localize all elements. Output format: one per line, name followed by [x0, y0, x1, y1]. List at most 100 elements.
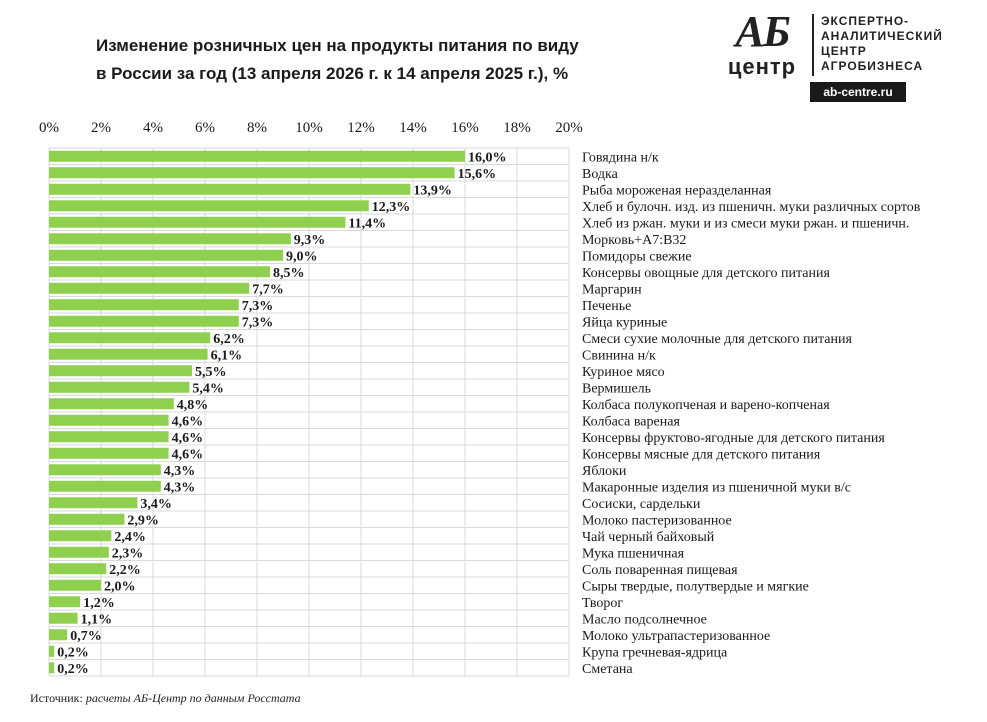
- data-label: 15,6%: [458, 167, 497, 182]
- data-label: 9,0%: [286, 249, 318, 264]
- x-tick-label: 6%: [195, 120, 215, 136]
- source-note: Источник: расчеты АБ-Центр по данным Рос…: [30, 691, 301, 706]
- data-label: 4,3%: [164, 464, 196, 479]
- bar: [49, 183, 411, 195]
- category-label: Смеси сухие молочные для детского питани…: [582, 332, 852, 347]
- data-label: 1,2%: [83, 596, 115, 611]
- data-label: 4,6%: [172, 414, 204, 429]
- x-tick-label: 12%: [347, 120, 375, 136]
- data-label: 5,5%: [195, 365, 227, 380]
- x-tick-label: 20%: [555, 120, 583, 136]
- category-label: Свинина н/к: [582, 348, 656, 363]
- bar: [49, 662, 55, 674]
- data-label: 0,2%: [57, 645, 88, 660]
- bar: [49, 546, 109, 558]
- category-label: Консервы фруктово-ягодные для детского п…: [582, 431, 885, 446]
- category-label: Соль поваренная пищевая: [582, 563, 738, 578]
- category-label: Говядина н/к: [582, 150, 659, 165]
- category-label: Консервы мясные для детского питания: [582, 447, 821, 462]
- category-label: Макаронные изделия из пшеничной муки в/с: [582, 480, 851, 495]
- x-tick-label: 10%: [295, 120, 323, 136]
- category-label: Яйца куриные: [582, 315, 667, 330]
- data-label: 3,4%: [140, 497, 172, 512]
- data-label: 0,2%: [57, 662, 88, 677]
- category-label: Колбаса полукопченая и варено-копченая: [582, 398, 830, 413]
- bar: [49, 216, 346, 228]
- category-label: Водка: [582, 167, 619, 182]
- bar: [49, 497, 138, 509]
- bar: [49, 200, 369, 212]
- logo-text-line-4: АГРОБИЗНЕСА: [821, 59, 924, 73]
- logo-text-line-2: АНАЛИТИЧЕСКИЙ: [821, 29, 943, 43]
- data-label: 6,2%: [213, 332, 245, 347]
- data-label: 2,4%: [114, 530, 145, 545]
- source-text: расчеты АБ-Центр по данным Росстата: [85, 691, 301, 705]
- category-label: Печенье: [582, 299, 631, 314]
- category-label: Крупа гречневая-ядрица: [582, 645, 728, 660]
- bar: [49, 629, 68, 641]
- bar: [49, 348, 208, 360]
- category-label: Хлеб и булочн. изд. из пшеничн. муки раз…: [582, 200, 921, 215]
- data-label: 7,3%: [242, 315, 273, 330]
- logo-mark-bottom: центр: [727, 54, 797, 79]
- bar: [49, 150, 465, 162]
- source-prefix: Источник:: [30, 691, 83, 705]
- data-label: 12,3%: [372, 200, 411, 215]
- category-label: Вермишель: [582, 381, 651, 396]
- bar: [49, 464, 161, 476]
- bar: [49, 579, 101, 591]
- x-tick-label: 14%: [399, 120, 427, 136]
- category-label: Сыры твердые, полутвердые и мягкие: [582, 579, 809, 594]
- category-label: Хлеб из ржан. муки и из смеси муки ржан.…: [582, 216, 909, 231]
- bar: [49, 167, 455, 179]
- bar: [49, 282, 250, 294]
- bar: [49, 596, 81, 608]
- data-label: 6,1%: [211, 348, 243, 363]
- ab-centre-logo: АБ центр ЭКСПЕРТНО- АНАЛИТИЧЕСКИЙ ЦЕНТР …: [718, 10, 968, 105]
- bar: [49, 233, 291, 245]
- category-label: Колбаса вареная: [582, 414, 680, 429]
- data-label: 0,7%: [70, 629, 102, 644]
- data-label: 2,0%: [104, 579, 136, 594]
- logo-text-line-1: ЭКСПЕРТНО-: [821, 14, 910, 28]
- data-label: 13,9%: [413, 183, 452, 198]
- data-label: 5,4%: [192, 381, 224, 396]
- logo-text: ЭКСПЕРТНО- АНАЛИТИЧЕСКИЙ ЦЕНТР АГРОБИЗНЕ…: [821, 14, 943, 74]
- data-label: 2,2%: [109, 563, 141, 578]
- title-line-1: Изменение розничных цен на продукты пита…: [96, 36, 579, 55]
- bar: [49, 645, 55, 657]
- category-label: Куриное мясо: [582, 365, 665, 380]
- x-tick-label: 4%: [143, 120, 163, 136]
- category-label: Яблоки: [582, 464, 627, 479]
- x-tick-label: 8%: [247, 120, 267, 136]
- category-label: Консервы овощные для детского питания: [582, 266, 831, 281]
- category-label: Помидоры свежие: [582, 249, 692, 264]
- x-tick-label: 0%: [39, 120, 59, 136]
- bar: [49, 480, 161, 492]
- data-label: 7,7%: [252, 282, 284, 297]
- bar: [49, 315, 239, 327]
- data-label: 1,1%: [81, 612, 113, 627]
- logo-mark-top: АБ: [735, 7, 790, 56]
- data-label: 9,3%: [294, 233, 326, 248]
- x-tick-label: 2%: [91, 120, 111, 136]
- bar: [49, 563, 107, 575]
- bar: [49, 513, 125, 525]
- logo-url: ab-centre.ru: [810, 82, 906, 102]
- data-label: 4,3%: [164, 480, 196, 495]
- category-label: Масло подсолнечное: [582, 612, 707, 627]
- data-label: 4,8%: [177, 398, 209, 413]
- data-label: 16,0%: [468, 150, 507, 165]
- bar: [49, 414, 169, 426]
- bar: [49, 381, 190, 393]
- bar: [49, 299, 239, 311]
- data-label: 4,6%: [172, 447, 204, 462]
- data-label: 8,5%: [273, 266, 305, 281]
- data-label: 2,9%: [127, 513, 158, 528]
- category-label: Творог: [582, 596, 623, 611]
- data-label: 4,6%: [172, 431, 204, 446]
- bar: [49, 447, 169, 459]
- logo-text-line-3: ЦЕНТР: [821, 44, 867, 58]
- bar: [49, 249, 283, 261]
